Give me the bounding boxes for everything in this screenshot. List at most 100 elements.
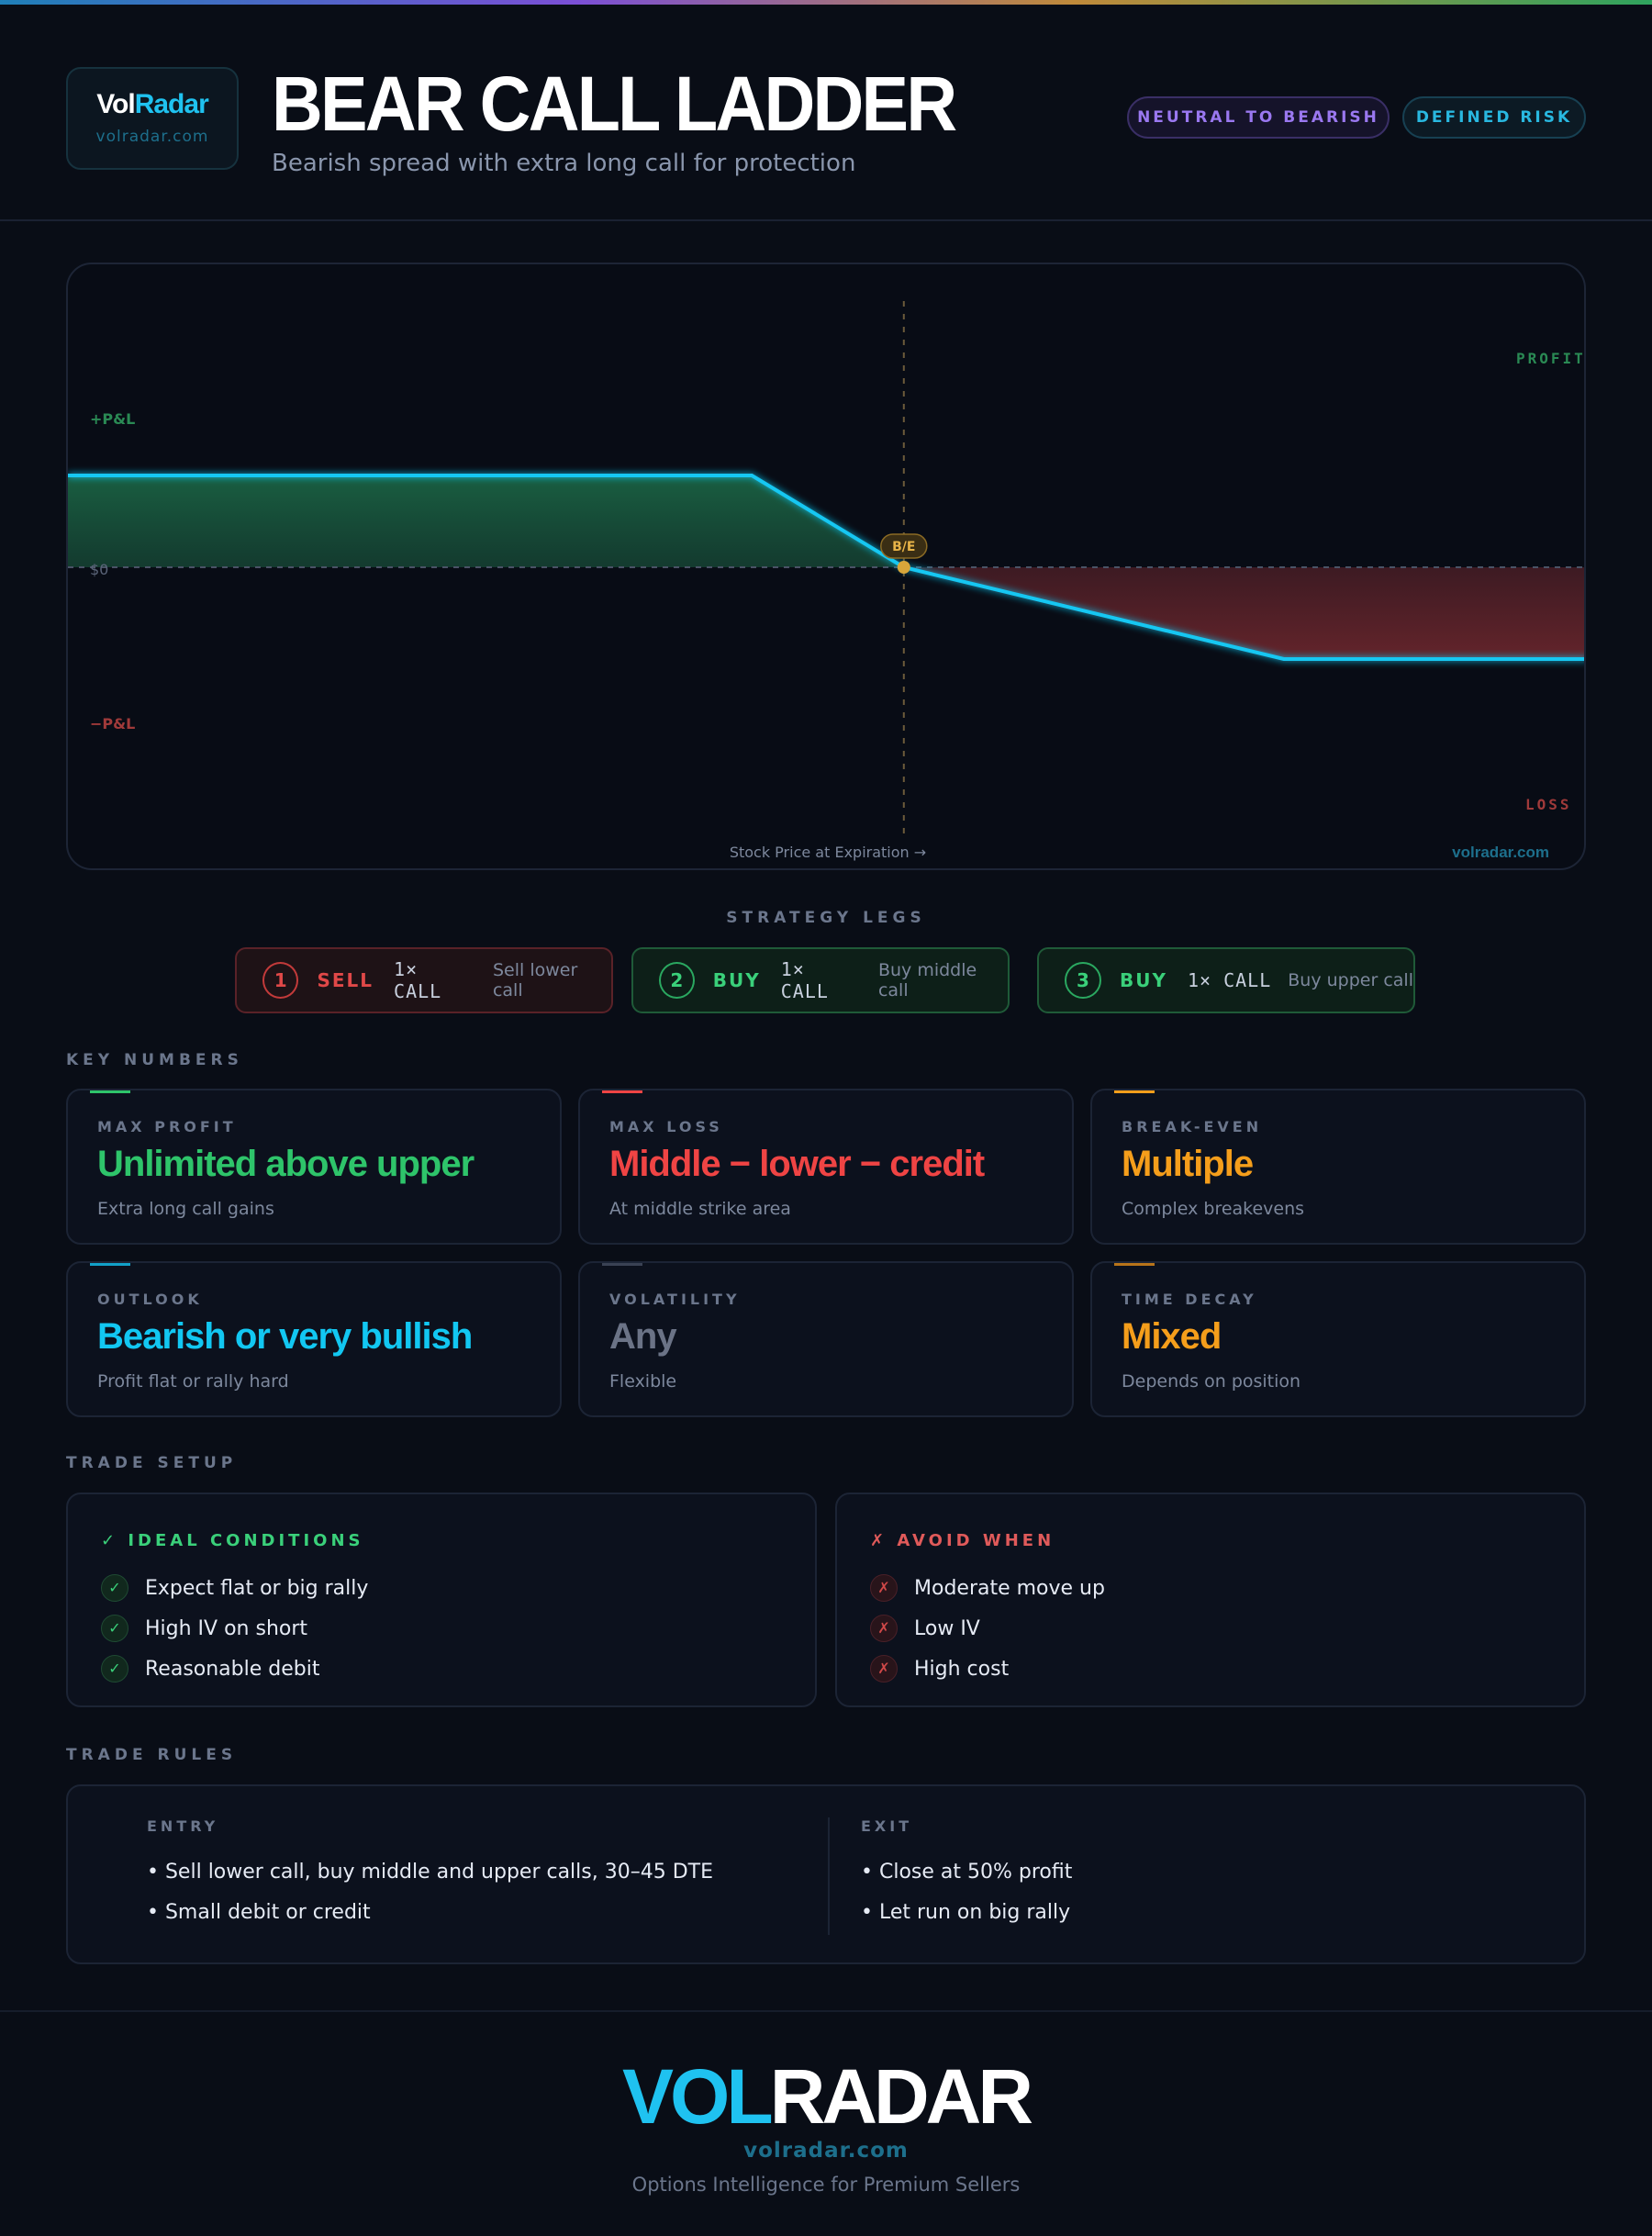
breakeven-label: B/E [892,540,915,554]
footer-logo-radar: RADAR [769,2053,1033,2140]
breakeven-point [897,561,910,574]
legs-section-label: STRATEGY LEGS [726,909,926,927]
avoid-when-list: ✗ Moderate move up ✗ Low IV ✗ High cost [870,1568,1105,1689]
card-subtext: Flexible [609,1371,677,1392]
leg-description: Buy upper call [1288,970,1413,990]
leg-action: BUY [1120,969,1167,991]
payoff-chart-card: B/E +P&L $0 −P&L PROFIT LOSS Stock Price… [66,263,1586,870]
list-item: ✓ High IV on short [101,1608,368,1649]
ideal-conditions-card: ✓ IDEAL CONDITIONS ✓ Expect flat or big r… [66,1493,817,1707]
leg-number: 1 [262,962,299,999]
y-label-loss: −P&L [90,715,135,732]
card-subtext: At middle strike area [609,1199,791,1219]
logo-vol: Vol [96,89,135,119]
leg-quantity: 1× CALL [1187,969,1272,991]
logo-wordmark: VolRadar [68,89,237,120]
key-numbers-label: KEY NUMBERS [66,1051,243,1069]
card-value: Any [609,1316,677,1357]
rule-item: • Sell lower call, buy middle and upper … [147,1861,713,1884]
zone-label-profit: PROFIT [1516,350,1586,367]
tag-outlook: NEUTRAL TO BEARISH [1127,96,1390,139]
exit-list: • Close at 50% profit • Let run on big r… [861,1852,1072,1933]
leg-description: Sell lower call [492,960,578,1001]
leg-2: 2 BUY 1× CALL Buy middle call [631,947,1010,1013]
footer-logo-vol: VOL [622,2053,774,2140]
footer-divider [0,2010,1652,2012]
card-subtext: Extra long call gains [97,1199,274,1219]
card-accent [602,1090,642,1093]
x-axis-label: Stock Price at Expiration → [730,844,926,861]
leg-action: BUY [712,969,761,991]
leg-description: Buy middle call [877,960,977,1001]
leg-1: 1 SELL 1× CALL Sell lower call [235,947,613,1013]
avoid-when-card: ✗ AVOID WHEN ✗ Moderate move up ✗ Low IV ✗… [835,1493,1586,1707]
trade-rules-card: ENTRY • Sell lower call, buy middle and … [66,1784,1586,1964]
card-label: OUTLOOK [97,1291,203,1308]
card-accent [90,1263,130,1266]
list-item-text: Expect flat or big rally [145,1576,369,1600]
card-value: Bearish or very bullish [97,1316,473,1357]
card-time-decay: TIME DECAY Mixed Depends on position [1090,1261,1586,1417]
list-item: ✓ Reasonable debit [101,1649,368,1689]
zone-label-loss: LOSS [1525,796,1572,813]
list-item: ✗ Moderate move up [870,1568,1105,1608]
footer-logo: VOLRADAR [0,2052,1652,2141]
exit-title: EXIT [861,1817,913,1835]
rule-item: • Close at 50% profit [861,1861,1073,1884]
card-break-even: BREAK-EVEN Multiple Complex breakevens [1090,1089,1586,1245]
list-item: ✗ Low IV [870,1608,1105,1649]
card-accent [90,1090,130,1093]
logo-url: volradar.com [95,128,209,146]
top-gradient-bar [0,0,1652,5]
card-accent [1114,1090,1155,1093]
leg-quantity: 1× CALL [394,958,442,1002]
list-item: ✓ Expect flat or big rally [101,1568,368,1608]
loss-area [903,567,1584,659]
card-subtext: Profit flat or rally hard [97,1371,289,1392]
cross-icon: ✗ [870,1655,898,1683]
page-subtitle: Bearish spread with extra long call for … [272,150,856,177]
card-label: TIME DECAY [1122,1291,1257,1308]
list-item-text: Reasonable debit [145,1657,320,1681]
profit-area [68,475,904,567]
leg-action: SELL [317,969,374,991]
rules-divider [828,1817,830,1935]
list-item-text: High IV on short [145,1616,308,1640]
check-icon: ✓ [101,1574,128,1602]
footer-url[interactable]: volradar.com [743,2139,909,2163]
card-max-profit: MAX PROFIT Unlimited above upper Extra l… [66,1089,562,1245]
check-icon: ✓ [101,1615,128,1642]
card-label: VOLATILITY [609,1291,741,1308]
cross-icon: ✗ [870,1615,898,1642]
payoff-chart: B/E +P&L $0 −P&L PROFIT LOSS Stock Price… [68,301,1586,861]
leg-3: 3 BUY 1× CALL Buy upper call [1037,947,1415,1013]
card-outlook: OUTLOOK Bearish or very bullish Profit f… [66,1261,562,1417]
brand-logo: VolRadar volradar.com [66,67,239,170]
ideal-conditions-title: ✓ IDEAL CONDITIONS [101,1531,364,1550]
avoid-when-title: ✗ AVOID WHEN [870,1531,1055,1550]
ideal-conditions-list: ✓ Expect flat or big rally ✓ High IV on sh… [101,1568,368,1689]
trade-setup-label: TRADE SETUP [66,1454,238,1472]
card-label: BREAK-EVEN [1122,1118,1263,1135]
list-item: ✗ High cost [870,1649,1105,1689]
check-icon: ✓ [101,1655,128,1683]
trade-rules-label: TRADE RULES [66,1746,238,1764]
rule-item: • Let run on big rally [861,1901,1071,1924]
list-item-text: High cost [914,1657,1010,1681]
card-value: Multiple [1122,1144,1254,1184]
y-label-profit: +P&L [90,410,135,428]
chart-watermark: volradar.com [1452,844,1549,861]
card-subtext: Depends on position [1122,1371,1301,1392]
card-subtext: Complex breakevens [1122,1199,1305,1219]
list-item-text: Low IV [914,1616,980,1640]
card-accent [1114,1263,1155,1266]
logo-radar: Radar [134,89,209,119]
card-accent [602,1263,642,1266]
card-value: Unlimited above upper [97,1144,474,1184]
card-max-loss: MAX LOSS Middle − lower − credit At midd… [578,1089,1074,1245]
entry-title: ENTRY [147,1817,219,1835]
tag-risk: DEFINED RISK [1402,96,1586,139]
cross-icon: ✗ [870,1574,898,1602]
card-label: MAX LOSS [609,1118,723,1135]
card-volatility: VOLATILITY Any Flexible [578,1261,1074,1417]
